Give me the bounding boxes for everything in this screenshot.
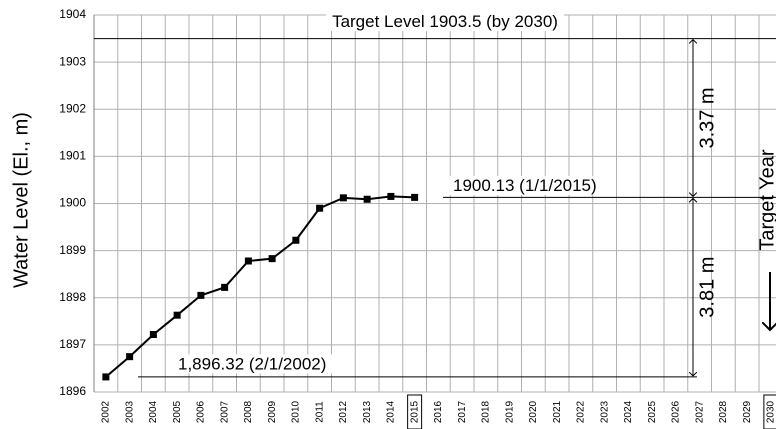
x-tick-label: 2008 bbox=[243, 400, 254, 423]
y-tick-label: 1904 bbox=[59, 7, 86, 21]
annotation-label: 1900.13 (1/1/2015) bbox=[453, 176, 597, 195]
x-tick-label: 2009 bbox=[267, 400, 278, 423]
x-tick-label: 2006 bbox=[196, 400, 207, 423]
x-tick-label: 2029 bbox=[742, 400, 753, 423]
y-tick-label: 1902 bbox=[59, 101, 86, 115]
point bbox=[363, 195, 371, 203]
y-tick-label: 1903 bbox=[59, 54, 86, 68]
x-tick-label: 2028 bbox=[718, 400, 729, 423]
x-tick-label: 2021 bbox=[552, 400, 563, 423]
y-tick-label: 1896 bbox=[59, 384, 86, 398]
x-tick-label: 2004 bbox=[148, 400, 159, 423]
label-bg bbox=[326, 12, 564, 32]
point bbox=[339, 194, 347, 202]
point bbox=[173, 311, 181, 319]
point bbox=[292, 236, 300, 244]
y-tick-label: 1901 bbox=[59, 149, 86, 163]
point bbox=[316, 204, 324, 212]
x-tick-label: 2020 bbox=[528, 400, 539, 423]
x-tick-label: 2023 bbox=[599, 400, 610, 423]
point bbox=[197, 291, 205, 299]
x-tick-label: 2022 bbox=[576, 400, 587, 423]
x-tick-label: 2015 bbox=[409, 400, 420, 423]
label-bg bbox=[172, 354, 333, 374]
dimension-label: 3.37 m bbox=[696, 87, 718, 148]
x-tick-label: 2007 bbox=[219, 400, 230, 423]
x-tick-label: 2018 bbox=[481, 400, 492, 423]
x-tick-label: 2019 bbox=[504, 400, 515, 423]
x-tick-label: 2011 bbox=[314, 401, 325, 423]
x-tick-label: 2017 bbox=[457, 400, 468, 423]
point bbox=[411, 193, 419, 201]
x-tick-label: 2010 bbox=[291, 400, 302, 423]
annotation-label: 1,896.32 (2/1/2002) bbox=[178, 354, 326, 373]
point bbox=[149, 331, 157, 339]
label-bg bbox=[447, 175, 603, 195]
x-tick-label: 2005 bbox=[172, 400, 183, 423]
x-tick-label: 2024 bbox=[623, 400, 634, 423]
point bbox=[244, 257, 252, 265]
x-tick-label: 2026 bbox=[671, 400, 682, 423]
point bbox=[221, 283, 229, 291]
point bbox=[268, 255, 276, 263]
point bbox=[126, 353, 134, 361]
tick-box bbox=[763, 394, 776, 429]
y-tick-label: 1898 bbox=[59, 290, 86, 304]
x-tick-label: 2003 bbox=[124, 400, 135, 423]
y-tick-label: 1899 bbox=[59, 243, 86, 257]
x-tick-label: 2025 bbox=[647, 400, 658, 423]
annotation-label: Target Level 1903.5 (by 2030) bbox=[332, 12, 558, 31]
x-tick-label: 2016 bbox=[433, 400, 444, 423]
x-tick-label: 2030 bbox=[766, 400, 776, 423]
y-axis-label: Water Level (El., m) bbox=[10, 112, 32, 288]
x-tick-label: 2002 bbox=[101, 400, 112, 423]
y-tick-label: 1897 bbox=[59, 337, 86, 351]
x-tick-label: 2014 bbox=[386, 400, 397, 423]
point bbox=[102, 373, 110, 381]
x-tick-label: 2013 bbox=[362, 400, 373, 423]
series-line bbox=[105, 195, 415, 378]
tick-box bbox=[407, 394, 423, 429]
x-tick-label: 2027 bbox=[694, 400, 705, 423]
y-tick-label: 1900 bbox=[59, 196, 86, 210]
dimension-label: 3.81 m bbox=[696, 257, 718, 318]
x-tick-label: 2012 bbox=[338, 400, 349, 423]
side-label: Target Year bbox=[756, 149, 776, 251]
point bbox=[387, 192, 395, 200]
